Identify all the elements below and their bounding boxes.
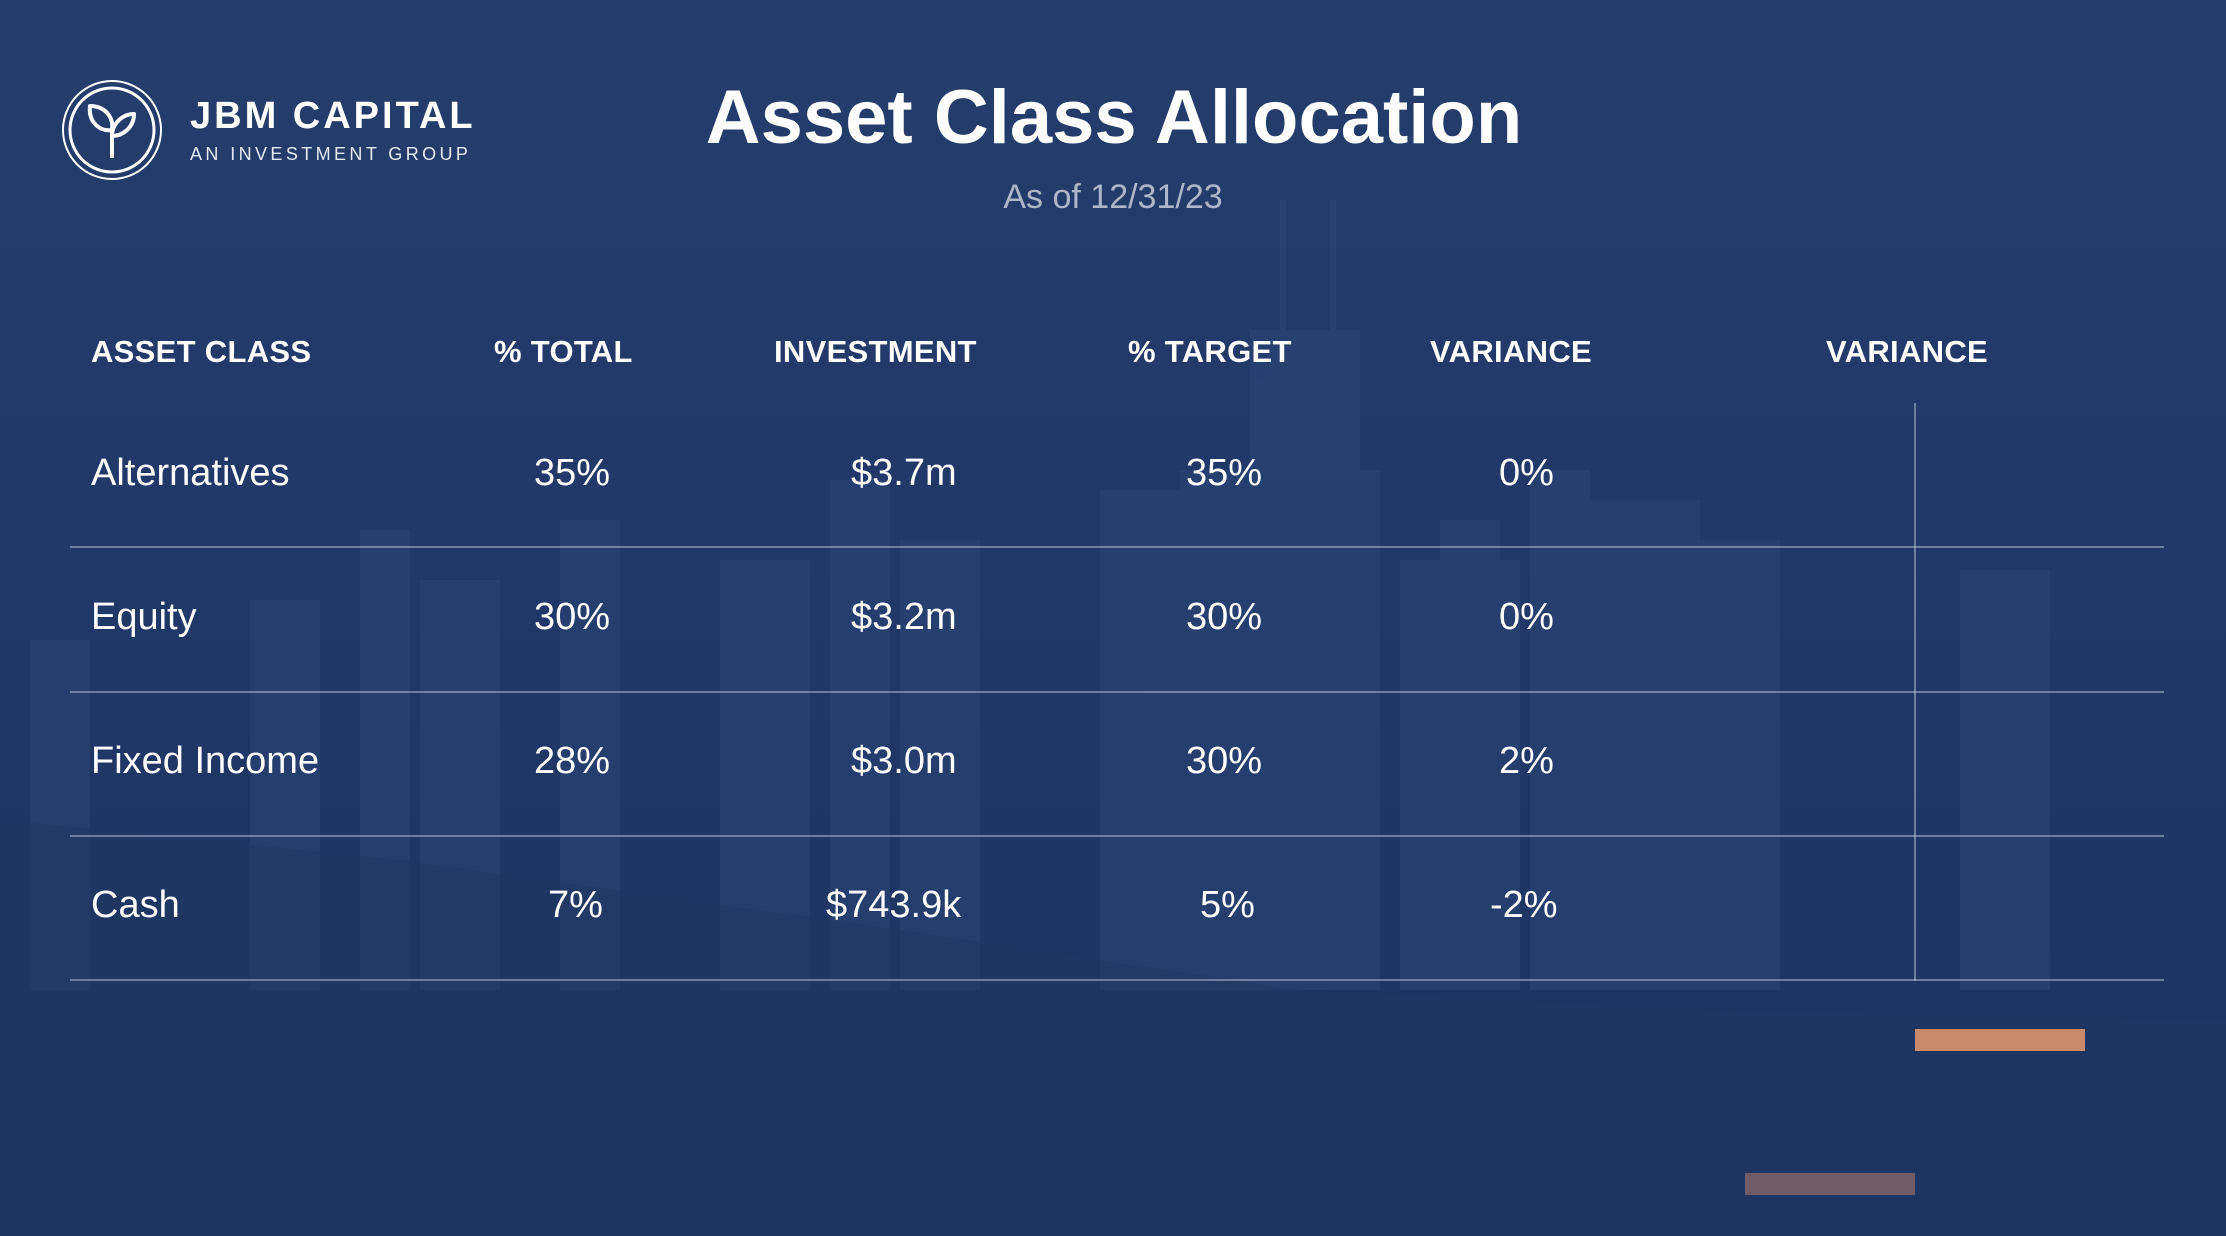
- row-divider: [70, 835, 2164, 837]
- cell-asset-class: Equity: [91, 596, 197, 638]
- column-header-investment: INVESTMENT: [774, 334, 977, 369]
- variance-zero-axis: [1914, 403, 1916, 981]
- row-divider: [70, 546, 2164, 548]
- cell-variance: 0%: [1499, 452, 1554, 494]
- cell-investment: $3.0m: [851, 740, 957, 782]
- cell-investment: $743.9k: [826, 884, 962, 926]
- cell-pct-target: 30%: [1186, 740, 1263, 782]
- row-divider: [70, 691, 2164, 693]
- cell-pct-target: 5%: [1200, 884, 1255, 926]
- cell-pct-total: 30%: [534, 596, 611, 638]
- cell-investment: $3.7m: [851, 452, 957, 494]
- cell-asset-class: Fixed Income: [91, 740, 320, 782]
- column-header-variance-chart: VARIANCE: [1826, 334, 1989, 369]
- column-header-pct-target: % TARGET: [1128, 334, 1292, 369]
- brand-logo: JBM CAPITAL AN INVESTMENT GROUP: [60, 78, 476, 182]
- cell-asset-class: Alternatives: [91, 452, 290, 494]
- cell-variance: 2%: [1499, 740, 1554, 782]
- page-title: Asset Class Allocation: [705, 75, 1523, 160]
- cell-variance: 0%: [1499, 596, 1554, 638]
- column-header-variance: VARIANCE: [1430, 334, 1593, 369]
- brand-tagline: AN INVESTMENT GROUP: [190, 143, 472, 164]
- sprout-logo-icon: [62, 80, 162, 180]
- cell-asset-class: Cash: [91, 884, 180, 926]
- cell-investment: $3.2m: [851, 596, 957, 638]
- column-header-pct-total: % TOTAL: [494, 334, 633, 369]
- page-subtitle: As of 12/31/23: [1003, 178, 1223, 216]
- column-header-asset-class: ASSET CLASS: [91, 334, 312, 369]
- variance-bar-cash: [1745, 1173, 1915, 1195]
- cell-variance: -2%: [1490, 884, 1558, 926]
- cell-pct-total: 35%: [534, 452, 611, 494]
- cell-pct-target: 35%: [1186, 452, 1263, 494]
- row-divider: [70, 979, 2164, 981]
- cell-pct-total: 28%: [534, 740, 611, 782]
- cell-pct-target: 30%: [1186, 596, 1263, 638]
- brand-name: JBM CAPITAL: [190, 94, 476, 137]
- cell-pct-total: 7%: [548, 884, 603, 926]
- variance-bar-fixed-income: [1915, 1029, 2085, 1051]
